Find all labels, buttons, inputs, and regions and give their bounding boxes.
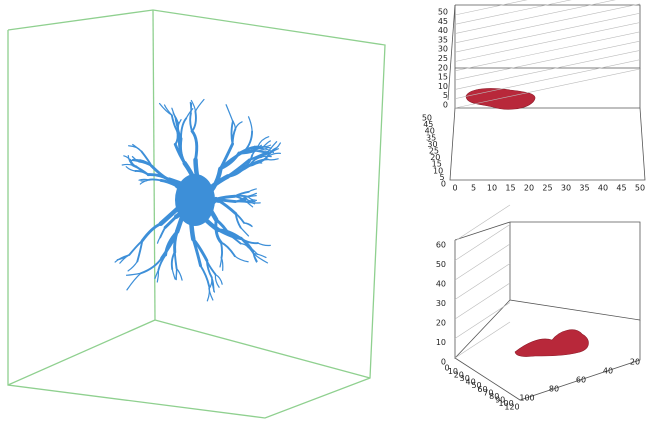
tick-label: 10	[438, 82, 448, 91]
tick-label: 20	[630, 358, 640, 367]
grid-line	[455, 303, 510, 339]
tick-label: 0	[452, 184, 457, 193]
tick-label: 10	[487, 184, 497, 193]
tick-label: 100	[519, 394, 534, 403]
tick-label: 50	[436, 260, 446, 269]
grid-line	[455, 60, 640, 99]
branch	[133, 145, 142, 152]
branch	[190, 113, 192, 131]
branch	[207, 286, 209, 301]
tick-label: 10	[436, 338, 446, 347]
grid-line	[455, 50, 640, 89]
branch	[127, 273, 141, 290]
tick-label: 40	[438, 26, 448, 35]
branch	[172, 269, 175, 279]
branch	[181, 118, 186, 138]
branch	[268, 159, 279, 160]
branch	[233, 129, 236, 144]
left-view	[8, 10, 385, 418]
branch	[241, 228, 249, 236]
tick-label: 60	[576, 376, 586, 385]
grid-line	[455, 32, 640, 71]
tick-label: 5	[471, 184, 476, 193]
grid-line	[455, 283, 510, 319]
branch	[126, 167, 135, 171]
tick-label: 35	[438, 35, 448, 44]
tick-label: 50	[438, 8, 448, 17]
branch	[160, 104, 172, 116]
tick-label: 15	[505, 184, 515, 193]
tick-label: 30	[436, 299, 446, 308]
grid-line	[455, 205, 510, 241]
tick-label: 5	[443, 91, 448, 100]
branch	[235, 196, 248, 197]
top-plot	[448, 5, 645, 180]
branch	[122, 164, 133, 165]
branch	[235, 122, 242, 129]
tick-label: 120	[504, 403, 519, 412]
branch	[177, 268, 182, 280]
tick-label: 45	[616, 184, 626, 193]
branch	[235, 256, 248, 262]
branch	[158, 237, 161, 243]
branch	[216, 196, 235, 199]
branch	[248, 197, 256, 201]
branch	[142, 224, 161, 241]
red-blob	[515, 330, 589, 357]
neuron	[115, 99, 280, 300]
tick-label: 20	[438, 63, 448, 72]
branch	[249, 117, 253, 132]
tick-label: 60	[436, 241, 446, 250]
soma	[175, 174, 215, 226]
tick-label: 0	[443, 101, 448, 110]
branch	[220, 258, 221, 267]
branch	[258, 137, 269, 147]
branch	[149, 179, 161, 180]
tick-label: 35	[579, 184, 589, 193]
tick-label: 30	[438, 45, 448, 54]
tick-label: 15	[438, 73, 448, 82]
branch	[160, 227, 165, 237]
grid-line	[455, 264, 510, 300]
tick-label: 25	[542, 184, 552, 193]
branch	[192, 111, 196, 131]
tick-label: 40	[436, 280, 446, 289]
grid-line	[455, 13, 640, 52]
grid-line	[455, 322, 510, 358]
branch	[175, 130, 177, 145]
grid-line	[455, 23, 640, 62]
tick-label: 20	[436, 319, 446, 328]
branch	[249, 189, 256, 192]
branch	[192, 131, 197, 160]
grid-line	[455, 0, 640, 15]
branch	[221, 242, 235, 256]
tick-label: 40	[603, 367, 613, 376]
grid-line	[455, 0, 640, 24]
branch	[133, 160, 140, 161]
tick-label: 50	[635, 184, 645, 193]
branch	[226, 105, 233, 122]
tick-label: 25	[438, 54, 448, 63]
tick-label: 80	[549, 385, 559, 394]
figure: 0510152025303540455050454035302520151050…	[0, 0, 658, 424]
tick-label: 45	[438, 17, 448, 26]
tick-label: 20	[524, 184, 534, 193]
grid-line	[455, 41, 640, 80]
branch	[258, 243, 270, 245]
tick-label: 40	[598, 184, 608, 193]
grid-line	[455, 4, 640, 43]
grid-line	[455, 225, 510, 261]
branch	[191, 103, 192, 113]
branch	[139, 179, 149, 180]
branch	[195, 99, 204, 111]
tick-label: 30	[561, 184, 571, 193]
branch	[128, 261, 137, 270]
tick-label: 0	[441, 180, 446, 189]
branch	[221, 242, 222, 257]
branch	[175, 252, 177, 268]
branch	[175, 232, 178, 253]
grid-line	[455, 244, 510, 280]
red-blob	[466, 88, 535, 109]
